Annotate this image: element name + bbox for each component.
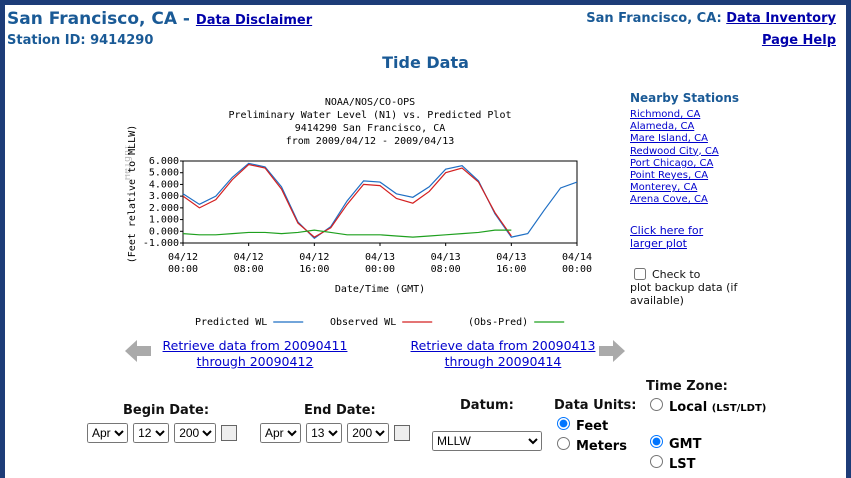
begin-month[interactable]: Apr [87, 423, 128, 443]
larger-plot-link[interactable]: Click here for larger plot [630, 224, 704, 250]
next-arrow[interactable] [597, 338, 627, 364]
y-tick-label: 2.000 [149, 203, 179, 214]
retrieve-prev[interactable]: Retrieve data from 20090411 through 2009… [162, 338, 348, 369]
units-label: Data Units: [554, 398, 637, 413]
units-meters[interactable]: Meters [557, 437, 627, 454]
chart-title: NOAA/NOS/CO-OPS [325, 97, 415, 108]
y-tick-label: 6.000 [149, 156, 179, 167]
station-link[interactable]: Alameda, CA [630, 121, 695, 133]
station-link[interactable]: Richmond, CA [630, 109, 701, 120]
x-tick-label: 04/12 08:00 [233, 252, 264, 275]
series-line [182, 163, 512, 238]
backup-rest-text: plot backup data (if available) [630, 281, 738, 307]
tz-label: Time Zone: [646, 379, 728, 394]
nearby-list: Richmond, CA Alameda, CA Mare Island, CA Re… [630, 109, 719, 207]
legend-label: Observed WL [330, 317, 396, 328]
x-tick-label: 04/12 16:00 [299, 252, 330, 275]
y-tick-label: 4.000 [149, 179, 179, 190]
inventory-prefix: San Francisco, CA: [586, 11, 722, 26]
units-feet[interactable]: Feet [557, 417, 608, 434]
disclaimer-link[interactable]: Data Disclaimer [195, 13, 313, 28]
help-link[interactable]: Page Help [761, 33, 836, 48]
chart-title: Preliminary Water Level (N1) vs. Predict… [229, 110, 512, 121]
units: Feet Meters [557, 417, 627, 457]
location: San Francisco, CA - Data Disclaimer [7, 9, 312, 29]
series-line [182, 229, 512, 238]
chart-title: from 2009/04/12 - 2009/04/13 [286, 136, 455, 147]
begin-calendar[interactable] [221, 424, 238, 441]
nearby-title: Nearby Stations [630, 91, 740, 105]
chart-svg: NOAA/NOS/CO-OPS Preliminary Water Level (… [125, 97, 578, 328]
station-link[interactable]: Monterey, CA [630, 182, 698, 194]
end-day[interactable]: 13 [306, 423, 343, 443]
chart-title: 9414290 San Francisco, CA [295, 123, 446, 134]
x-tick-label: 04/13 00:00 [364, 252, 396, 275]
backup-check-text: Check to [652, 268, 701, 281]
series-line [182, 162, 578, 240]
plot-area [182, 160, 578, 244]
datum-label: Datum: [460, 398, 514, 413]
end-date: Apr 13 2009 [260, 422, 411, 443]
backup: Check to plot backup data (if available) [630, 268, 740, 307]
y-tick-label: 5.000 [149, 168, 179, 179]
y-axis-label: (Feet relative to MLLW) [127, 125, 138, 263]
begin-label: Begin Date: [123, 403, 210, 418]
station-link[interactable]: Mare Island, CA [630, 133, 708, 145]
x-axis-label: Date/Time (GMT) [335, 284, 425, 295]
tz-local[interactable]: Local (LST/LDT) [650, 398, 766, 415]
tz-lst[interactable]: LST [650, 455, 696, 472]
tz-gmt[interactable]: GMT [650, 435, 701, 452]
inventory: San Francisco, CA: Data Inventory [586, 11, 836, 26]
legend-label: (Obs-Pred) [468, 317, 528, 328]
begin-day[interactable]: 12 [133, 423, 170, 443]
location-text: San Francisco, CA - [7, 9, 190, 29]
retrieve-next[interactable]: Retrieve data from 20090413 through 2009… [410, 338, 596, 369]
end-month[interactable]: Apr [260, 423, 301, 443]
legend-label: Predicted WL [195, 317, 267, 328]
x-tick-label: 04/13 08:00 [430, 252, 461, 275]
y-tick-label: 1.000 [149, 215, 179, 226]
station-link[interactable]: Port Chicago, CA [630, 157, 714, 169]
datum: MLLW [432, 430, 542, 451]
y-tick-label: 0.000 [149, 226, 179, 237]
station-id: Station ID: 9414290 [7, 33, 154, 48]
begin-date: Apr 12 2009 [87, 422, 238, 443]
y-tick-label: -1.000 [143, 238, 179, 249]
inventory-link[interactable]: Data Inventory [726, 11, 836, 26]
x-tick-label: 04/14 00:00 [561, 252, 593, 275]
end-calendar[interactable] [394, 424, 411, 441]
station-link[interactable]: Point Reyes, CA [630, 170, 709, 182]
backup-checkbox[interactable] [634, 268, 646, 280]
tz-options: GMT LST [650, 435, 701, 475]
page-title: Tide Data [382, 53, 469, 72]
x-tick-label: 04/12 00:00 [167, 252, 199, 275]
end-label: End Date: [304, 403, 376, 418]
end-year[interactable]: 2009 [347, 423, 390, 443]
begin-year[interactable]: 2009 [174, 423, 217, 443]
y-axis-label-faint: Height [125, 144, 133, 180]
x-tick-label: 04/13 16:00 [496, 252, 527, 275]
datum-select[interactable]: MLLW [432, 431, 542, 451]
prev-arrow[interactable] [123, 338, 153, 364]
chart: NOAA/NOS/CO-OPS Preliminary Water Level (… [125, 85, 595, 345]
station-link[interactable]: Redwood City, CA [630, 145, 719, 157]
y-tick-label: 3.000 [149, 191, 179, 202]
station-link[interactable]: Arena Cove, CA [630, 194, 708, 206]
